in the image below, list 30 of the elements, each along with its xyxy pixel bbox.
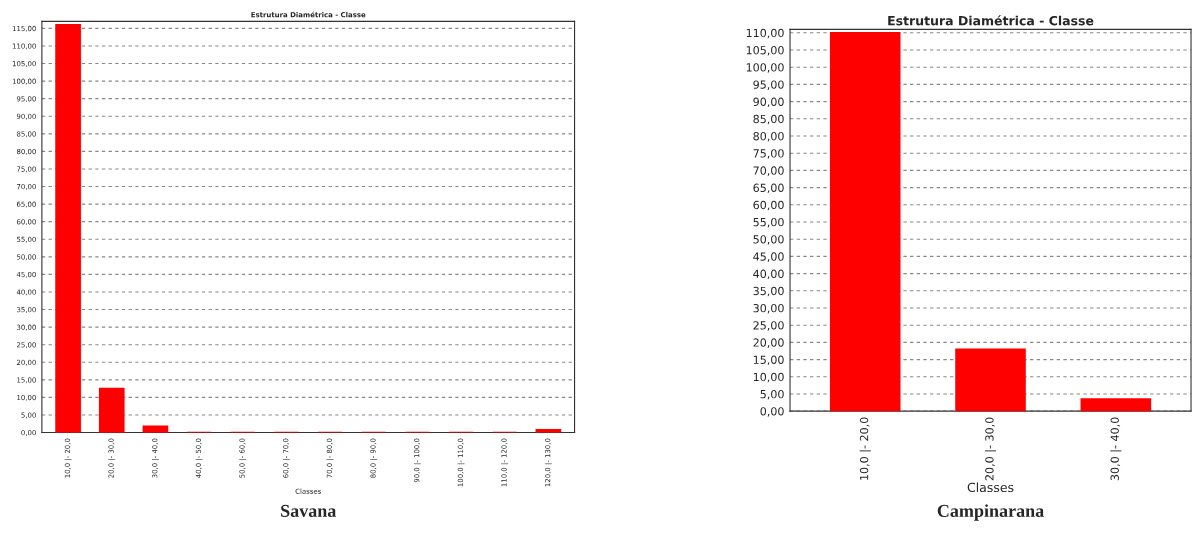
x-axis-title: Classes [967,482,1014,493]
y-tick-label: 15,00 [753,355,784,366]
x-tick-label: 30,0 |- 40,0 [1110,417,1122,481]
y-tick-label: 35,00 [753,286,784,297]
y-tick-label: 50,00 [753,235,784,245]
x-tick-label: 10,0 |- 20,0 [859,417,871,480]
y-tick-label: 55,00 [753,217,784,228]
y-tick-label: 65,00 [753,183,784,194]
x-tick-label: 20,0 |- 30,0 [984,417,997,481]
chart-title: Estrutura Diamétrica - Classe [888,15,1094,26]
y-tick-label: 80,00 [753,131,784,142]
text: Campinarana [937,504,1044,521]
y-tick-label: 90,00 [753,97,784,108]
text: Savana [281,504,337,517]
y-tick-label: 100,00 [746,63,784,73]
y-tick-label: 30,00 [753,303,784,314]
y-tick-label: 40,00 [753,269,784,280]
y-tick-label: 5,00 [760,389,784,400]
y-tick-label: 70,00 [753,166,784,176]
y-tick-label: 45,00 [753,252,784,262]
y-tick-label: 95,00 [753,80,784,90]
y-tick-label: 60,00 [753,200,784,211]
y-tick-label: 0,00 [760,407,784,417]
y-tick-label: 20,00 [753,338,784,348]
y-tick-label: 25,00 [753,321,784,331]
y-tick-label: 85,00 [753,114,784,125]
y-tick-label: 75,00 [753,149,784,159]
y-tick-label: 110,00 [746,28,784,39]
y-tick-label: 10,00 [753,372,784,383]
y-tick-label: 105,00 [746,45,784,56]
